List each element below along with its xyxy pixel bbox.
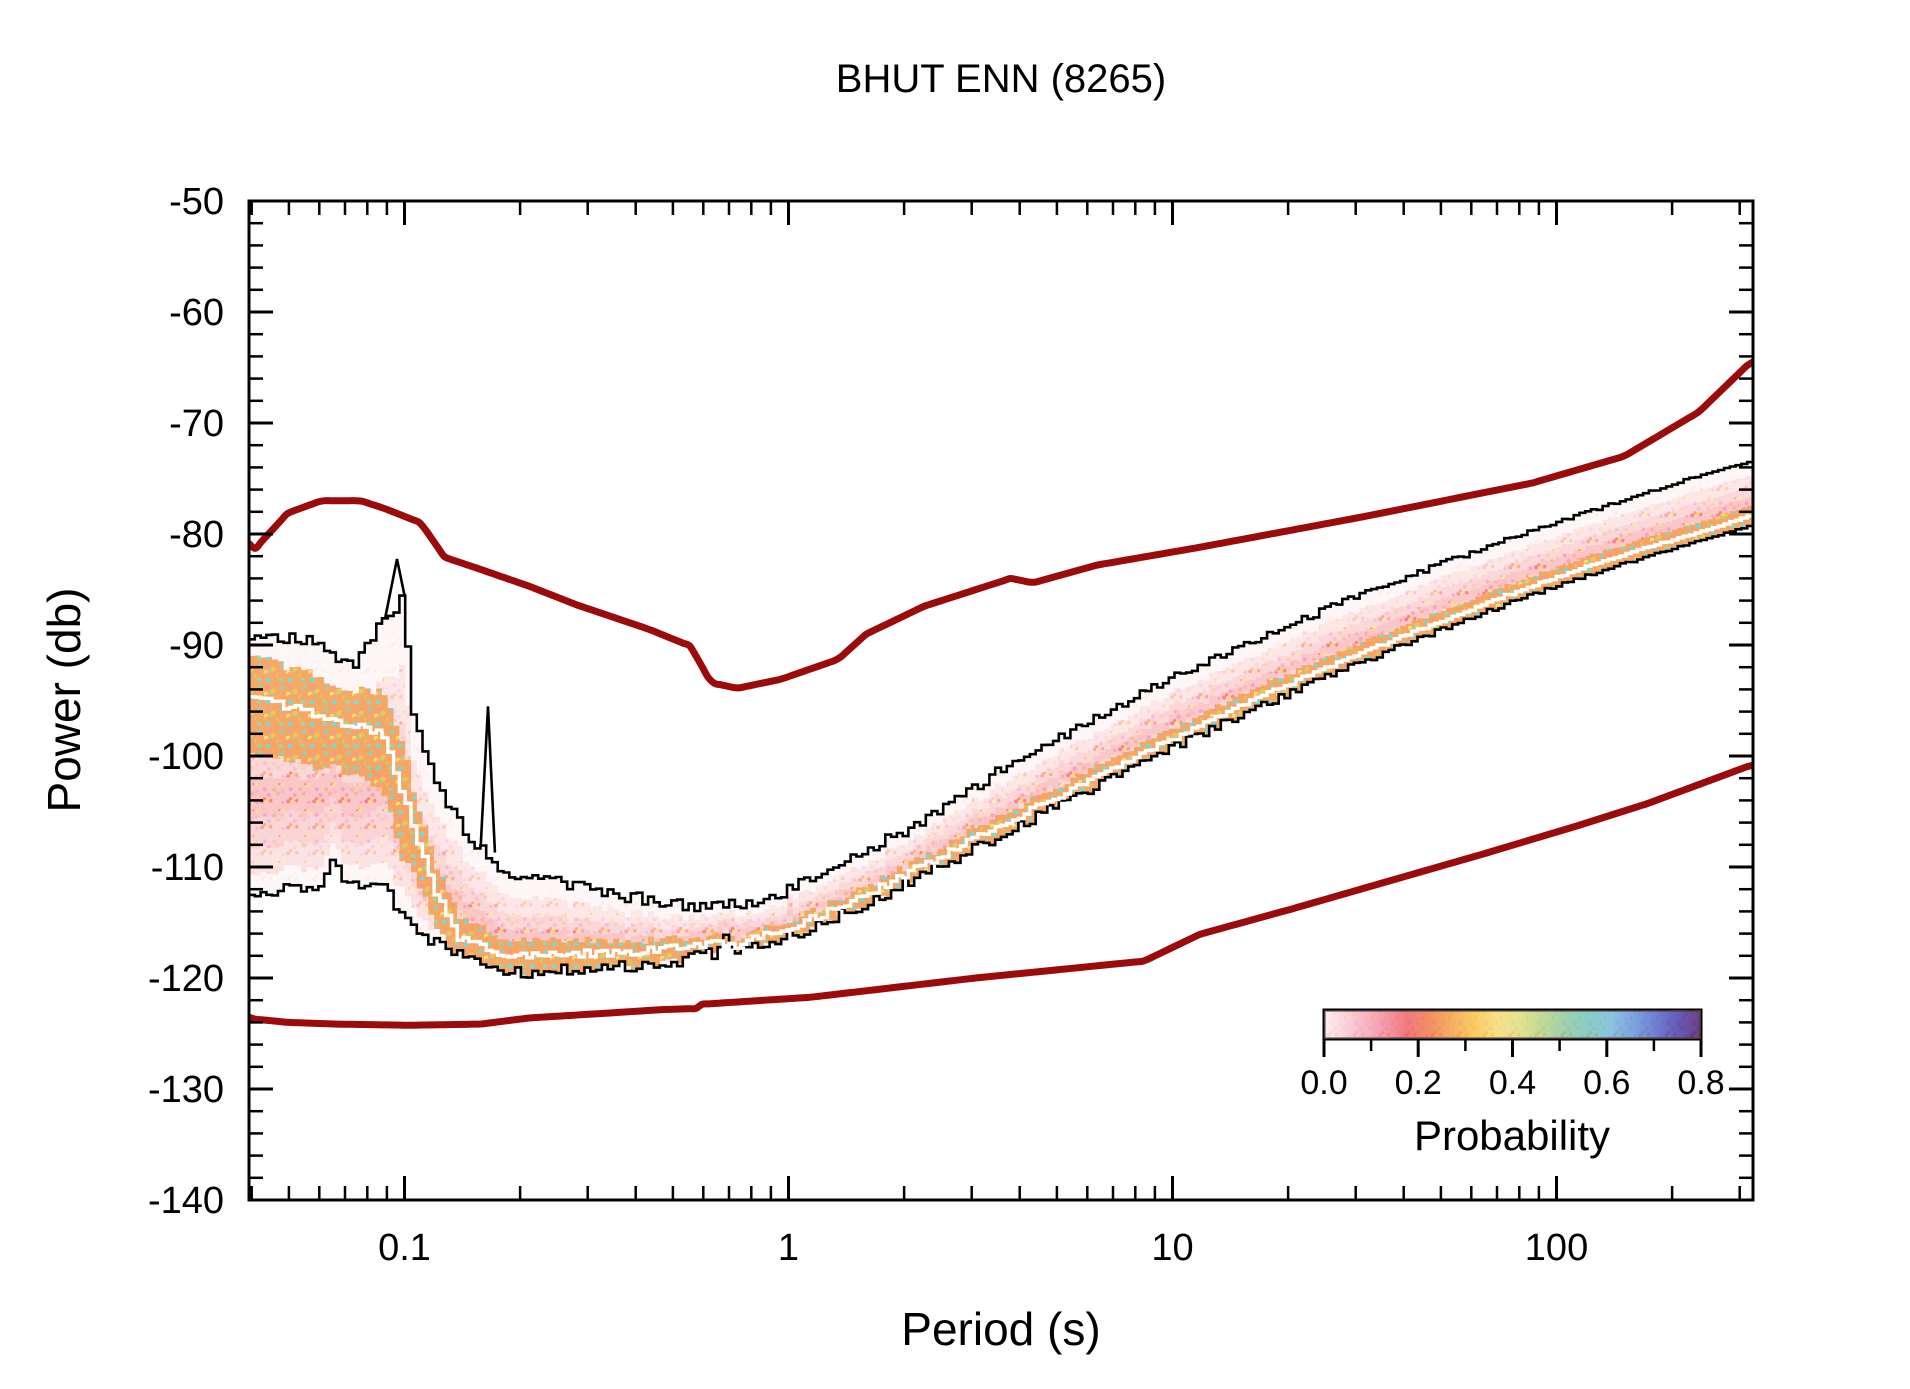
- svg-text:-140: -140: [148, 1180, 224, 1222]
- svg-text:Period (s): Period (s): [901, 1303, 1100, 1355]
- svg-text:-120: -120: [148, 958, 224, 1000]
- svg-text:BHUT ENN (8265): BHUT ENN (8265): [836, 57, 1166, 101]
- svg-text:-90: -90: [169, 625, 224, 667]
- svg-text:Probability: Probability: [1414, 1112, 1610, 1159]
- svg-text:0.6: 0.6: [1583, 1064, 1630, 1102]
- svg-text:-100: -100: [148, 736, 224, 778]
- svg-text:-50: -50: [169, 181, 224, 223]
- svg-text:-110: -110: [151, 847, 224, 889]
- svg-text:100: 100: [1525, 1227, 1588, 1269]
- svg-text:-80: -80: [169, 514, 224, 556]
- svg-text:0.8: 0.8: [1677, 1064, 1724, 1102]
- svg-text:10: 10: [1151, 1227, 1193, 1269]
- svg-text:0.1: 0.1: [378, 1227, 431, 1269]
- svg-text:Power (db): Power (db): [38, 588, 90, 813]
- svg-text:-70: -70: [169, 403, 224, 445]
- svg-text:0.4: 0.4: [1489, 1064, 1536, 1102]
- svg-text:0.2: 0.2: [1395, 1064, 1442, 1102]
- svg-text:1: 1: [778, 1227, 799, 1269]
- svg-text:-60: -60: [169, 292, 224, 334]
- svg-text:0.0: 0.0: [1300, 1064, 1347, 1102]
- svg-text:-130: -130: [148, 1069, 224, 1111]
